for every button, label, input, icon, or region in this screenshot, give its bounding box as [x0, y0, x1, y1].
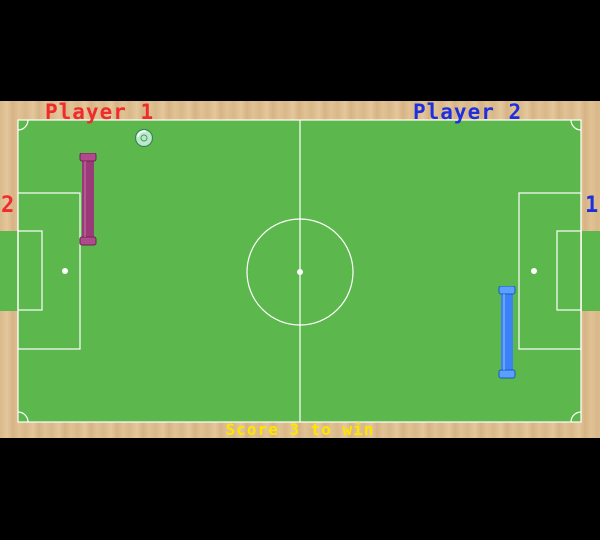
center-spot [297, 269, 303, 275]
corner-arc-top-right [570, 119, 582, 131]
right-penalty-spot [531, 268, 537, 274]
player2-score: 1 [585, 193, 599, 218]
right-goal-mouth [582, 231, 600, 311]
corner-arc-bottom-left [17, 411, 29, 423]
left-goal-mouth [0, 231, 18, 311]
right-goal-box [556, 230, 582, 311]
player1-score: 2 [1, 193, 15, 218]
left-goal-box [17, 230, 43, 311]
right-penalty-box [518, 192, 582, 350]
left-penalty-box [17, 192, 81, 350]
soccer-ball-icon [134, 128, 154, 148]
player1-label: Player 1 [45, 100, 155, 124]
player2-paddle[interactable] [497, 286, 519, 382]
player1-paddle[interactable] [78, 153, 100, 249]
win-condition-text: Score 3 to win [225, 420, 375, 439]
corner-arc-bottom-right [570, 411, 582, 423]
corner-arc-top-left [17, 119, 29, 131]
left-penalty-spot [62, 268, 68, 274]
player2-label: Player 2 [413, 100, 523, 124]
center-circle [246, 218, 354, 326]
